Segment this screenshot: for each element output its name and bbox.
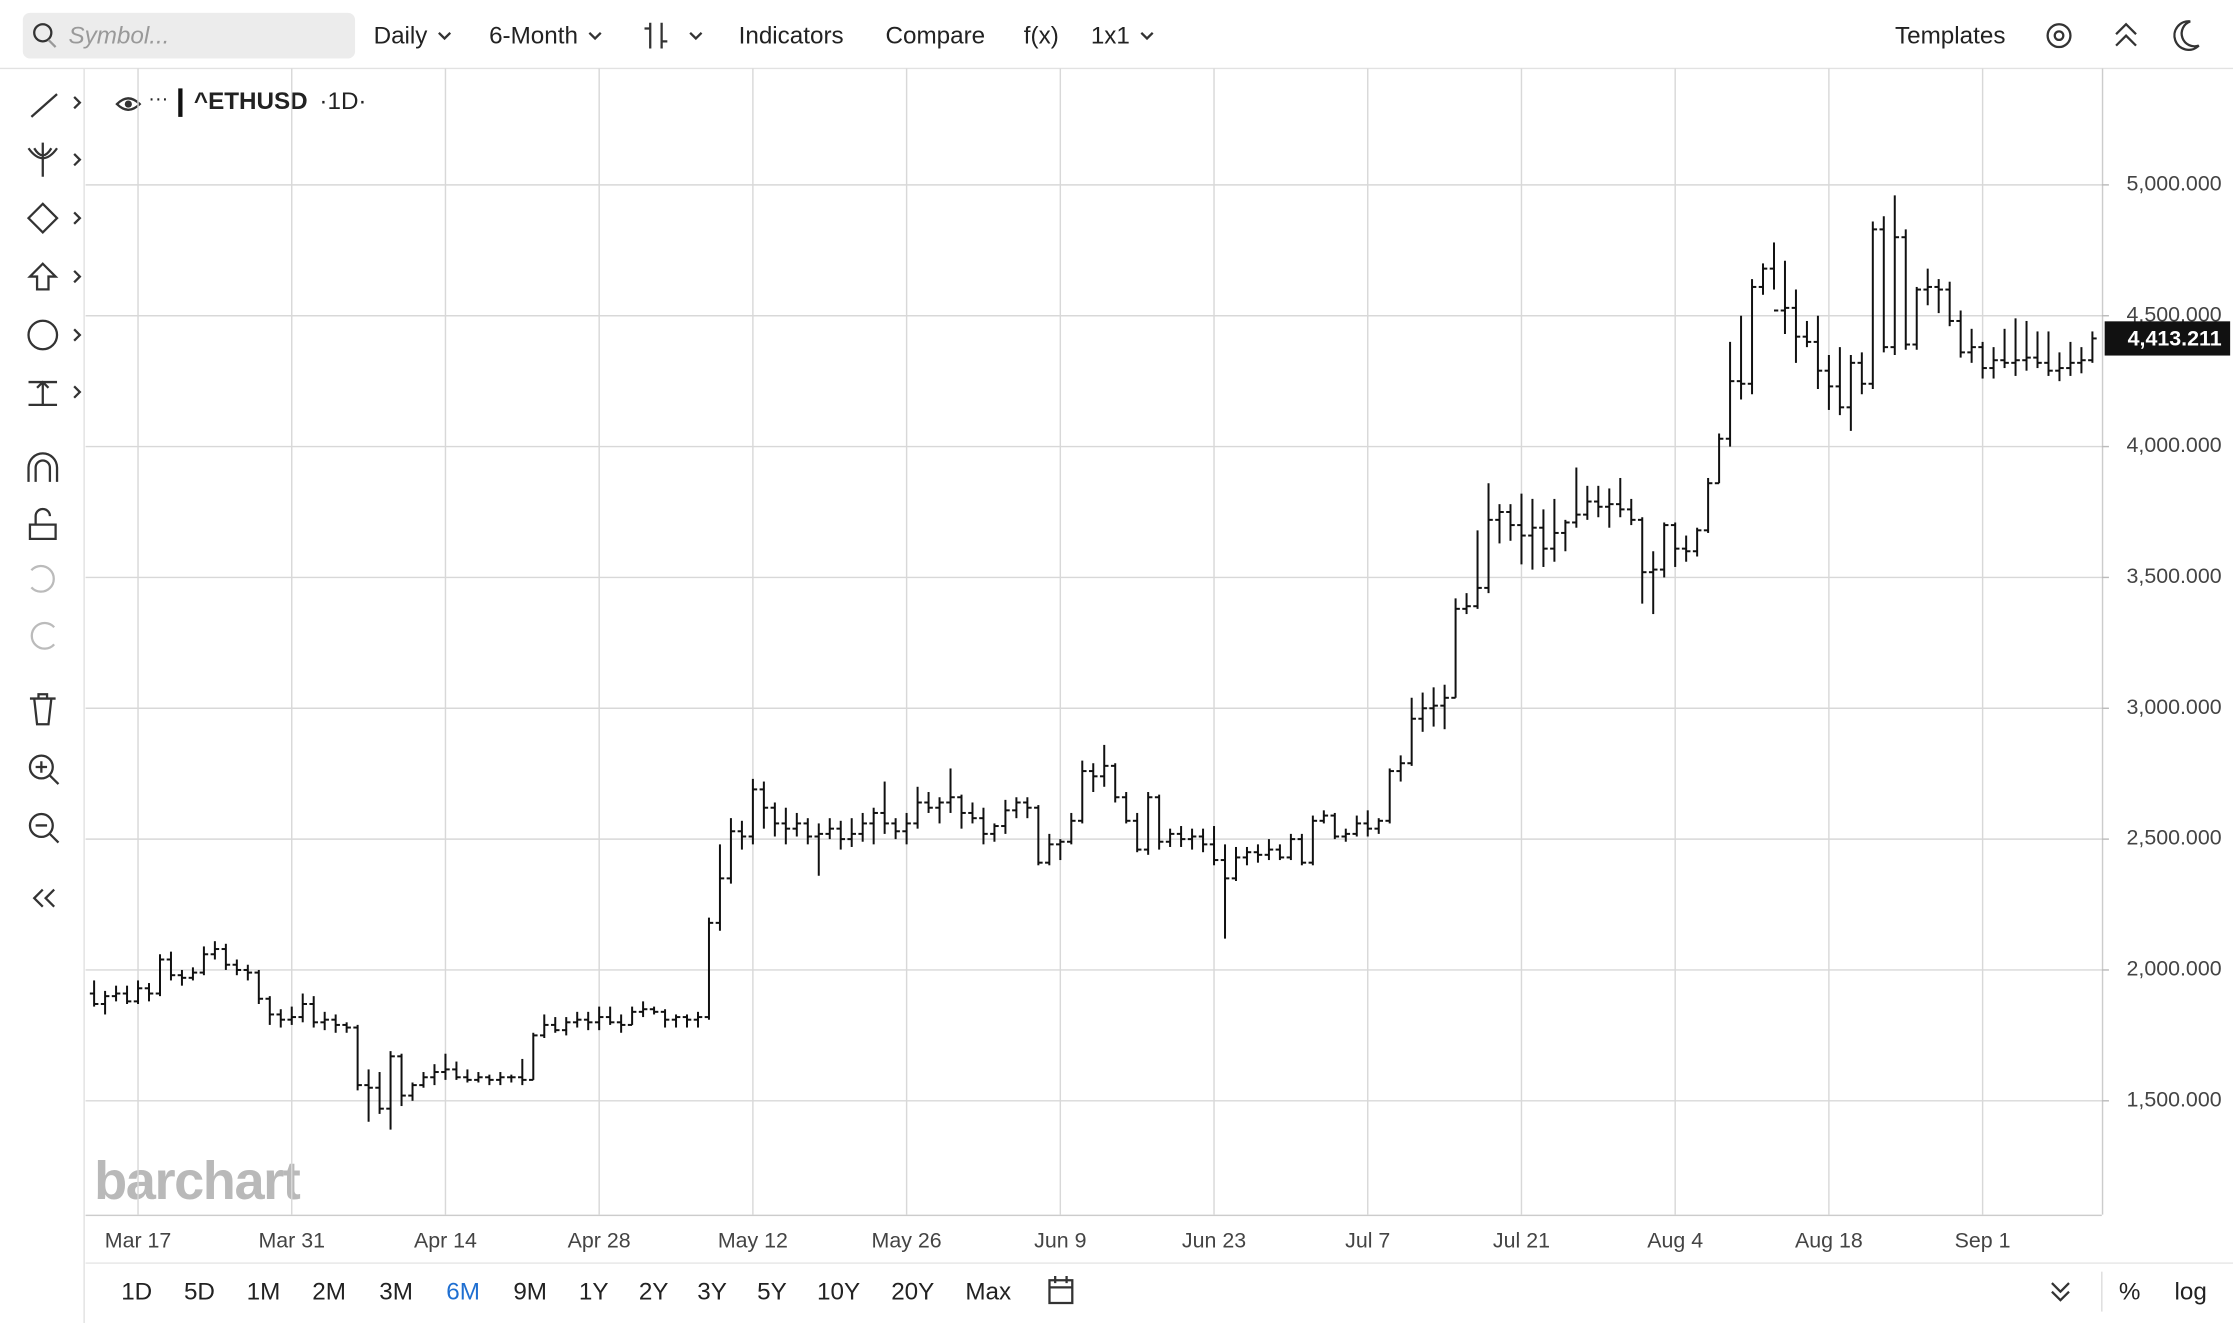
x-tick-label: May 12 <box>718 1228 788 1252</box>
y-tick-label: 5,000.000 <box>2126 172 2221 196</box>
y-tick-label: 2,500.000 <box>2126 826 2221 850</box>
tool-icons[interactable] <box>26 93 82 908</box>
symbol-placeholder[interactable]: Symbol... <box>68 22 169 49</box>
period-button[interactable]: 20Y <box>891 1278 934 1305</box>
chevron[interactable] <box>438 31 452 41</box>
period-button[interactable]: 3M <box>379 1278 413 1305</box>
last-price-label: 4,413.211 <box>2128 327 2222 351</box>
toolbar-button[interactable]: f(x) <box>1024 22 1059 49</box>
symbol-label[interactable]: ^ETHUSD <box>194 88 308 115</box>
period-button[interactable]: 1Y <box>579 1278 609 1305</box>
x-tick-label: Apr 14 <box>414 1228 477 1252</box>
svg-text:···: ··· <box>148 88 168 110</box>
y-tick-label: 2,000.000 <box>2126 957 2221 981</box>
x-tick-label: Aug 18 <box>1795 1228 1863 1252</box>
x-tick-label: Jun 9 <box>1034 1228 1086 1252</box>
chart-type-icon[interactable] <box>644 22 668 49</box>
percent-button[interactable]: % <box>2119 1278 2141 1305</box>
chevron[interactable] <box>689 31 703 41</box>
search-icon <box>47 39 57 48</box>
toolbar-button[interactable]: Compare <box>886 22 986 49</box>
toolbar-button[interactable]: 6-Month <box>489 22 578 49</box>
period-button[interactable]: 2M <box>312 1278 346 1305</box>
symbol-search[interactable] <box>22 12 356 59</box>
x-tick-label: Jul 7 <box>1345 1228 1390 1252</box>
x-tick-label: Mar 31 <box>258 1228 325 1252</box>
period-button[interactable]: 1M <box>247 1278 281 1305</box>
period-button[interactable]: 2Y <box>639 1278 669 1305</box>
chevron[interactable] <box>1140 31 1154 41</box>
period-button[interactable]: 1D <box>121 1278 152 1305</box>
period-button[interactable]: 5Y <box>757 1278 787 1305</box>
y-tick-label: 4,000.000 <box>2126 433 2221 457</box>
calendar-icon[interactable] <box>1048 1275 1074 1305</box>
search-icon <box>33 23 53 43</box>
theme-icon[interactable] <box>2173 20 2200 51</box>
log-button[interactable]: log <box>2175 1278 2207 1305</box>
toolbar-button[interactable]: Daily <box>374 22 429 49</box>
y-tick-label: 1,500.000 <box>2126 1087 2221 1111</box>
period-button[interactable]: 10Y <box>817 1278 860 1305</box>
y-tick-label: 3,500.000 <box>2126 564 2221 588</box>
toolbar-button[interactable]: Indicators <box>739 22 844 49</box>
price-axis-border <box>2101 68 2104 1215</box>
period-button[interactable]: 5D <box>184 1278 215 1305</box>
settings-icon[interactable] <box>2046 23 2072 49</box>
x-tick-label: Sep 1 <box>1955 1228 2011 1252</box>
x-tick-label: Jul 21 <box>1493 1228 1550 1252</box>
x-tick-label: Aug 4 <box>1647 1228 1703 1252</box>
y-tick-label: 4,500.000 <box>2126 302 2221 326</box>
x-tick-label: Apr 28 <box>568 1228 631 1252</box>
watermark: barchart <box>94 1151 301 1211</box>
period-button[interactable]: Max <box>965 1278 1011 1305</box>
x-tick-label: Jun 23 <box>1182 1228 1246 1252</box>
templates-button[interactable]: Templates <box>1895 22 2005 49</box>
last-price-badge <box>2104 321 2231 356</box>
chevron[interactable] <box>588 31 602 41</box>
period-button[interactable]: 9M <box>513 1278 547 1305</box>
x-tick-label: May 26 <box>872 1228 942 1252</box>
toolbar-button[interactable]: 1x1 <box>1091 22 1130 49</box>
interval-label: ·1D· <box>319 88 366 115</box>
x-tick-label: Mar 17 <box>105 1228 172 1252</box>
period-button[interactable]: 6M <box>446 1278 480 1305</box>
collapse-icon[interactable] <box>2115 22 2137 47</box>
series-header: ··· <box>115 88 183 117</box>
time-axis-border <box>85 1214 2102 1217</box>
period-button[interactable]: 3Y <box>697 1278 727 1305</box>
y-tick-label: 3,000.000 <box>2126 695 2221 719</box>
more-icon[interactable] <box>2051 1282 2070 1302</box>
